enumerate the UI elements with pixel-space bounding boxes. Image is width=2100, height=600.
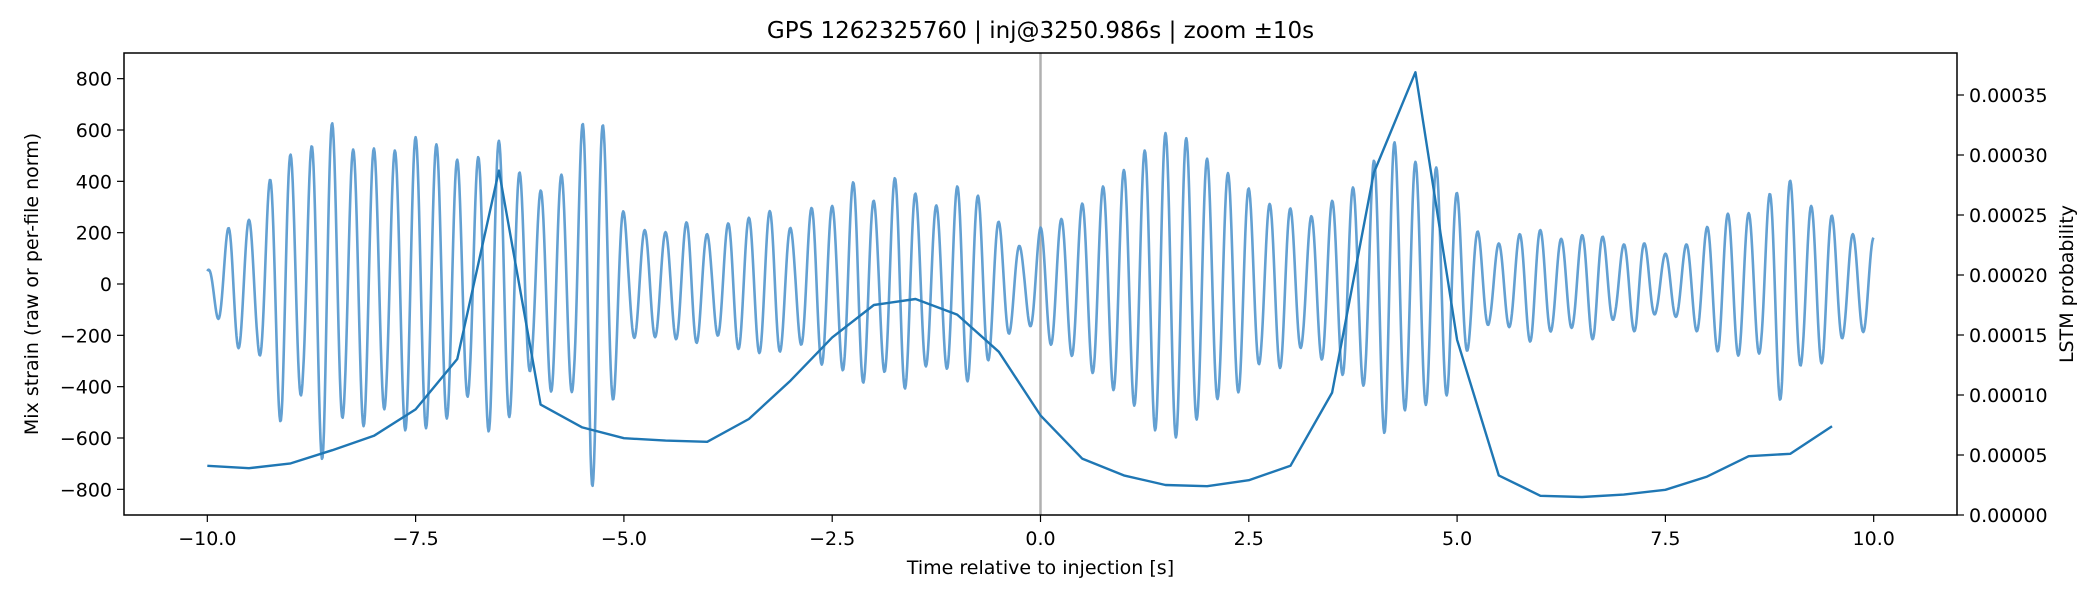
y-left-tick-label: 600	[76, 120, 112, 142]
y-right-tick-label: 0.00020	[1969, 265, 2048, 287]
y-right-tick-label: 0.00025	[1969, 205, 2048, 227]
y-right-tick-label: 0.00010	[1969, 385, 2048, 407]
x-tick-label: 0.0	[1025, 528, 1055, 550]
y-right-axis-label: LSTM probability	[2056, 205, 2078, 363]
strain-series-line	[206, 122, 1875, 488]
series-layer	[206, 71, 1875, 499]
x-tick-label: 2.5	[1234, 528, 1264, 550]
plot-frame	[123, 52, 1958, 516]
x-tick-label: −5.0	[601, 528, 647, 550]
y-right-tick-label: 0.00005	[1969, 445, 2048, 467]
y-left-tick-label: −800	[60, 479, 112, 501]
x-tick-label: −10.0	[178, 528, 236, 550]
y-left-tick-label: −200	[60, 325, 112, 347]
chart-title: GPS 1262325760 | inj@3250.986s | zoom ±1…	[767, 18, 1314, 44]
x-axis-label: Time relative to injection [s]	[906, 557, 1174, 579]
y-left-tick-label: −600	[60, 428, 112, 450]
y-left-tick-label: −400	[60, 377, 112, 399]
y-left-tick-label: 0	[100, 274, 112, 296]
y-right-tick-label: 0.00030	[1969, 145, 2048, 167]
y-left-tick-label: 400	[76, 171, 112, 193]
x-tick-label: −2.5	[809, 528, 855, 550]
y-right-tick-label: 0.00015	[1969, 325, 2048, 347]
x-tick-label: 7.5	[1650, 528, 1680, 550]
y-left-axis-label: Mix strain (raw or per-file norm)	[21, 133, 43, 435]
y-left-tick-label: 200	[76, 223, 112, 245]
y-right-tick-label: 0.00000	[1969, 505, 2048, 527]
lstm-probability-line	[207, 71, 1833, 499]
ticks-layer: −10.0 −7.5 −5.0 −2.5 0.0 2.5 5.0 7.5 10.0 −800 −60…	[60, 69, 2048, 550]
y-left-tick-label: 800	[76, 69, 112, 91]
y-right-tick-label: 0.00035	[1969, 85, 2048, 107]
x-tick-label: −7.5	[393, 528, 439, 550]
x-tick-label: 10.0	[1853, 528, 1895, 550]
x-tick-label: 5.0	[1442, 528, 1472, 550]
